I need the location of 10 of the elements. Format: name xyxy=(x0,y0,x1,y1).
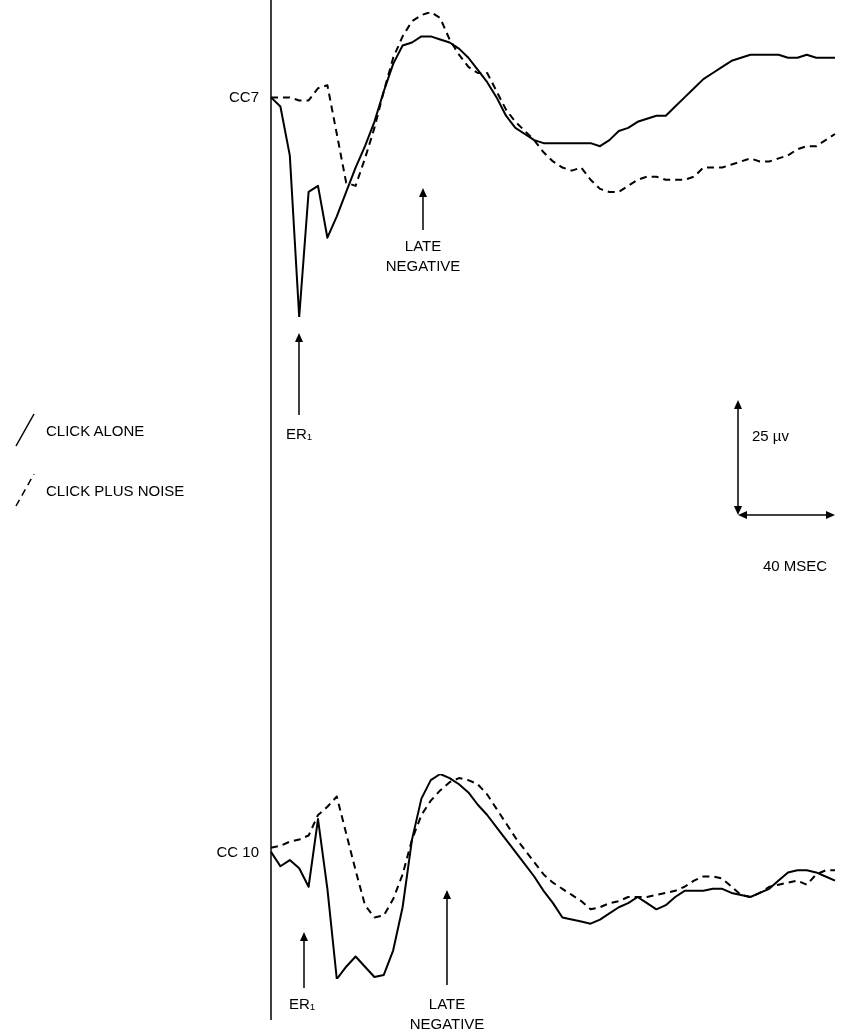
y-axis-title: CC 10 xyxy=(216,842,259,860)
y-axis-title: CC7 xyxy=(228,88,259,106)
text: 25 µv xyxy=(752,426,790,446)
text: ER₁ xyxy=(288,994,316,1014)
legend-label: CLICK ALONE xyxy=(46,421,145,439)
annotation: LATE NEGATIVE xyxy=(384,236,462,276)
text: LATE NEGATIVE xyxy=(408,994,486,1032)
legend-label: CLICK PLUS NOISE xyxy=(46,481,185,499)
text: 40 MSEC xyxy=(761,556,829,576)
text: ER₁ xyxy=(285,424,313,444)
